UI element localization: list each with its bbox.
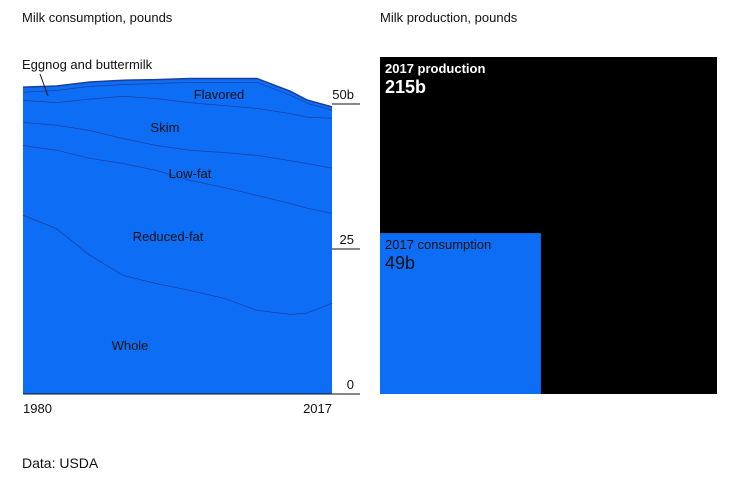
x-tick-label: 1980 bbox=[23, 401, 52, 416]
square bbox=[380, 233, 541, 394]
area bbox=[23, 81, 332, 118]
series-label: Reduced-fat bbox=[133, 229, 204, 244]
y-tick-label: 50b bbox=[332, 87, 354, 102]
square-label: 2017 production bbox=[385, 61, 485, 76]
area-edge bbox=[22, 95, 333, 119]
series-label: Whole bbox=[112, 338, 149, 353]
chart-title: Milk consumption, pounds bbox=[22, 10, 173, 25]
square-label: 2017 consumption bbox=[385, 237, 491, 252]
square-value: 215b bbox=[385, 77, 426, 97]
area-edge bbox=[22, 144, 333, 214]
series-label: Skim bbox=[151, 120, 180, 135]
area bbox=[23, 214, 332, 394]
series-label: Flavored bbox=[194, 87, 245, 102]
series-label: Low-fat bbox=[169, 166, 212, 181]
y-tick-label: 0 bbox=[347, 377, 354, 392]
y-tick-label: 25 bbox=[340, 232, 354, 247]
source: Data: USDA bbox=[22, 455, 99, 471]
leader-line bbox=[39, 73, 49, 97]
area bbox=[23, 121, 332, 214]
series-label: Eggnog and buttermilk bbox=[22, 57, 153, 72]
x-tick-label: 2017 bbox=[303, 401, 332, 416]
area bbox=[23, 145, 332, 314]
area bbox=[23, 95, 332, 168]
square-value: 49b bbox=[385, 253, 415, 273]
area-edge bbox=[22, 77, 333, 108]
chart-title: Milk production, pounds bbox=[380, 10, 518, 25]
